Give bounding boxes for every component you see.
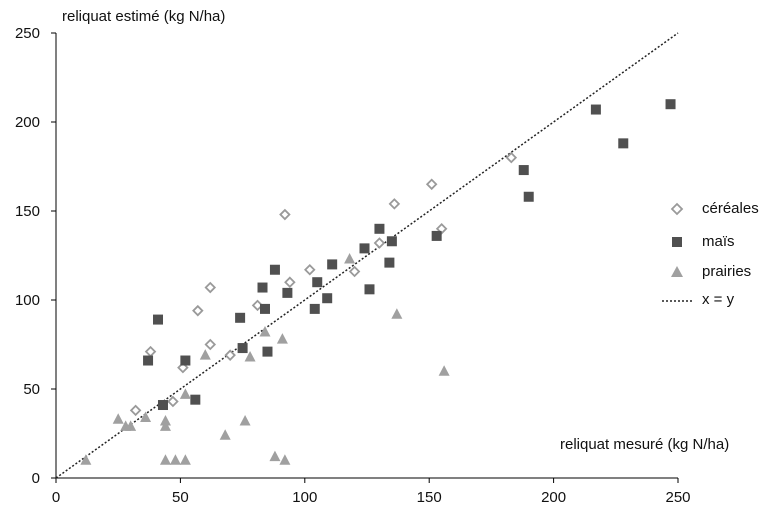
y-tick-label: 100: [15, 292, 40, 309]
mais-point: [386, 236, 397, 247]
cereales-point: [224, 349, 236, 361]
mais-point: [282, 287, 293, 298]
legend-diamond-marker: [670, 202, 684, 216]
prairies-point: [239, 415, 251, 426]
cereales-point: [192, 304, 204, 317]
legend-triangle-marker: [671, 266, 683, 277]
legend-dotted-line: [662, 300, 694, 302]
prairies-point: [276, 333, 288, 344]
mais-point: [384, 257, 395, 268]
y-tick-label: 250: [15, 25, 40, 42]
mais-point: [618, 138, 629, 149]
mais-point: [180, 355, 191, 366]
x-tick-label: 50: [172, 489, 189, 506]
mais-point: [431, 230, 442, 241]
cereales-point: [204, 281, 217, 294]
prairies-point: [269, 450, 281, 462]
axes: 0 50 100 150 200 250 0 50 100 150 200 250: [15, 25, 691, 506]
mais-point: [322, 293, 333, 304]
prairies-point: [391, 308, 403, 319]
x-tick-label: 0: [52, 489, 60, 506]
cereales-point: [304, 263, 316, 276]
prairies-point: [159, 415, 171, 426]
cereales-point: [348, 265, 361, 278]
legend-label-prairies: prairies: [702, 263, 752, 280]
prairies-point: [112, 413, 124, 424]
cereales-point: [284, 276, 296, 288]
mais-point: [259, 303, 270, 314]
prairies-point: [279, 454, 291, 465]
x-equals-y-line-layer: [55, 32, 679, 479]
legend-label-cereales: céréales: [702, 200, 759, 217]
mais-point: [359, 243, 370, 254]
legend-square-marker: [672, 237, 682, 247]
mais-point: [523, 191, 534, 202]
x-tick-label: 200: [541, 489, 566, 506]
y-tick-label: 150: [15, 203, 40, 220]
mais-point: [237, 343, 248, 354]
prairies-point: [179, 454, 191, 465]
legend-label-mais: maïs: [702, 233, 735, 250]
cereales-point: [204, 338, 217, 351]
y-tick-label: 50: [23, 381, 40, 398]
prairies-point: [259, 326, 271, 337]
mais-point: [257, 282, 268, 293]
mais-point: [309, 303, 320, 314]
mais-point: [190, 394, 201, 405]
prairies-point: [344, 253, 356, 264]
mais-point: [590, 104, 601, 115]
mais-point: [235, 312, 246, 323]
prairies-point: [179, 388, 191, 399]
mais-point: [327, 259, 338, 270]
mais-point: [665, 99, 676, 110]
prairies-point: [169, 454, 181, 465]
legend-label-xy: x = y: [702, 291, 735, 308]
prairies-point: [159, 420, 171, 431]
data-points-layer: [80, 99, 676, 465]
cereales-point: [167, 395, 179, 408]
mais-point: [364, 284, 375, 295]
x-tick-label: 150: [417, 489, 442, 506]
cereales-point: [144, 345, 157, 358]
prairies-point: [125, 420, 137, 431]
y-tick-label: 0: [32, 470, 40, 487]
prairies-point: [80, 454, 92, 465]
x-axis-label: reliquat mesuré (kg N/ha): [560, 436, 730, 453]
x-tick-label: 250: [665, 489, 690, 506]
y-tick-label: 200: [15, 114, 40, 131]
x-tick-label: 100: [292, 489, 317, 506]
prairies-point: [219, 429, 231, 440]
prairies-point: [159, 454, 171, 465]
mais-point: [157, 400, 168, 411]
prairies-point: [438, 365, 450, 376]
mais-point: [262, 346, 273, 357]
cereales-point: [251, 299, 264, 312]
y-axis-label: reliquat estimé (kg N/ha): [62, 8, 226, 25]
cereales-point: [279, 208, 291, 221]
x-equals-y-line: [55, 32, 679, 479]
cereales-point: [505, 151, 518, 164]
cereales-point: [129, 404, 142, 417]
prairies-point: [140, 411, 152, 422]
mais-point: [518, 165, 529, 176]
cereales-point: [373, 237, 386, 249]
prairies-point: [244, 350, 256, 362]
mais-point: [374, 223, 385, 234]
mais-point: [269, 264, 280, 275]
cereales-point: [388, 198, 401, 210]
prairies-point: [199, 349, 211, 360]
mais-point: [153, 314, 164, 325]
mais-point: [312, 277, 323, 288]
mais-point: [143, 355, 154, 366]
cereales-point: [425, 178, 438, 191]
